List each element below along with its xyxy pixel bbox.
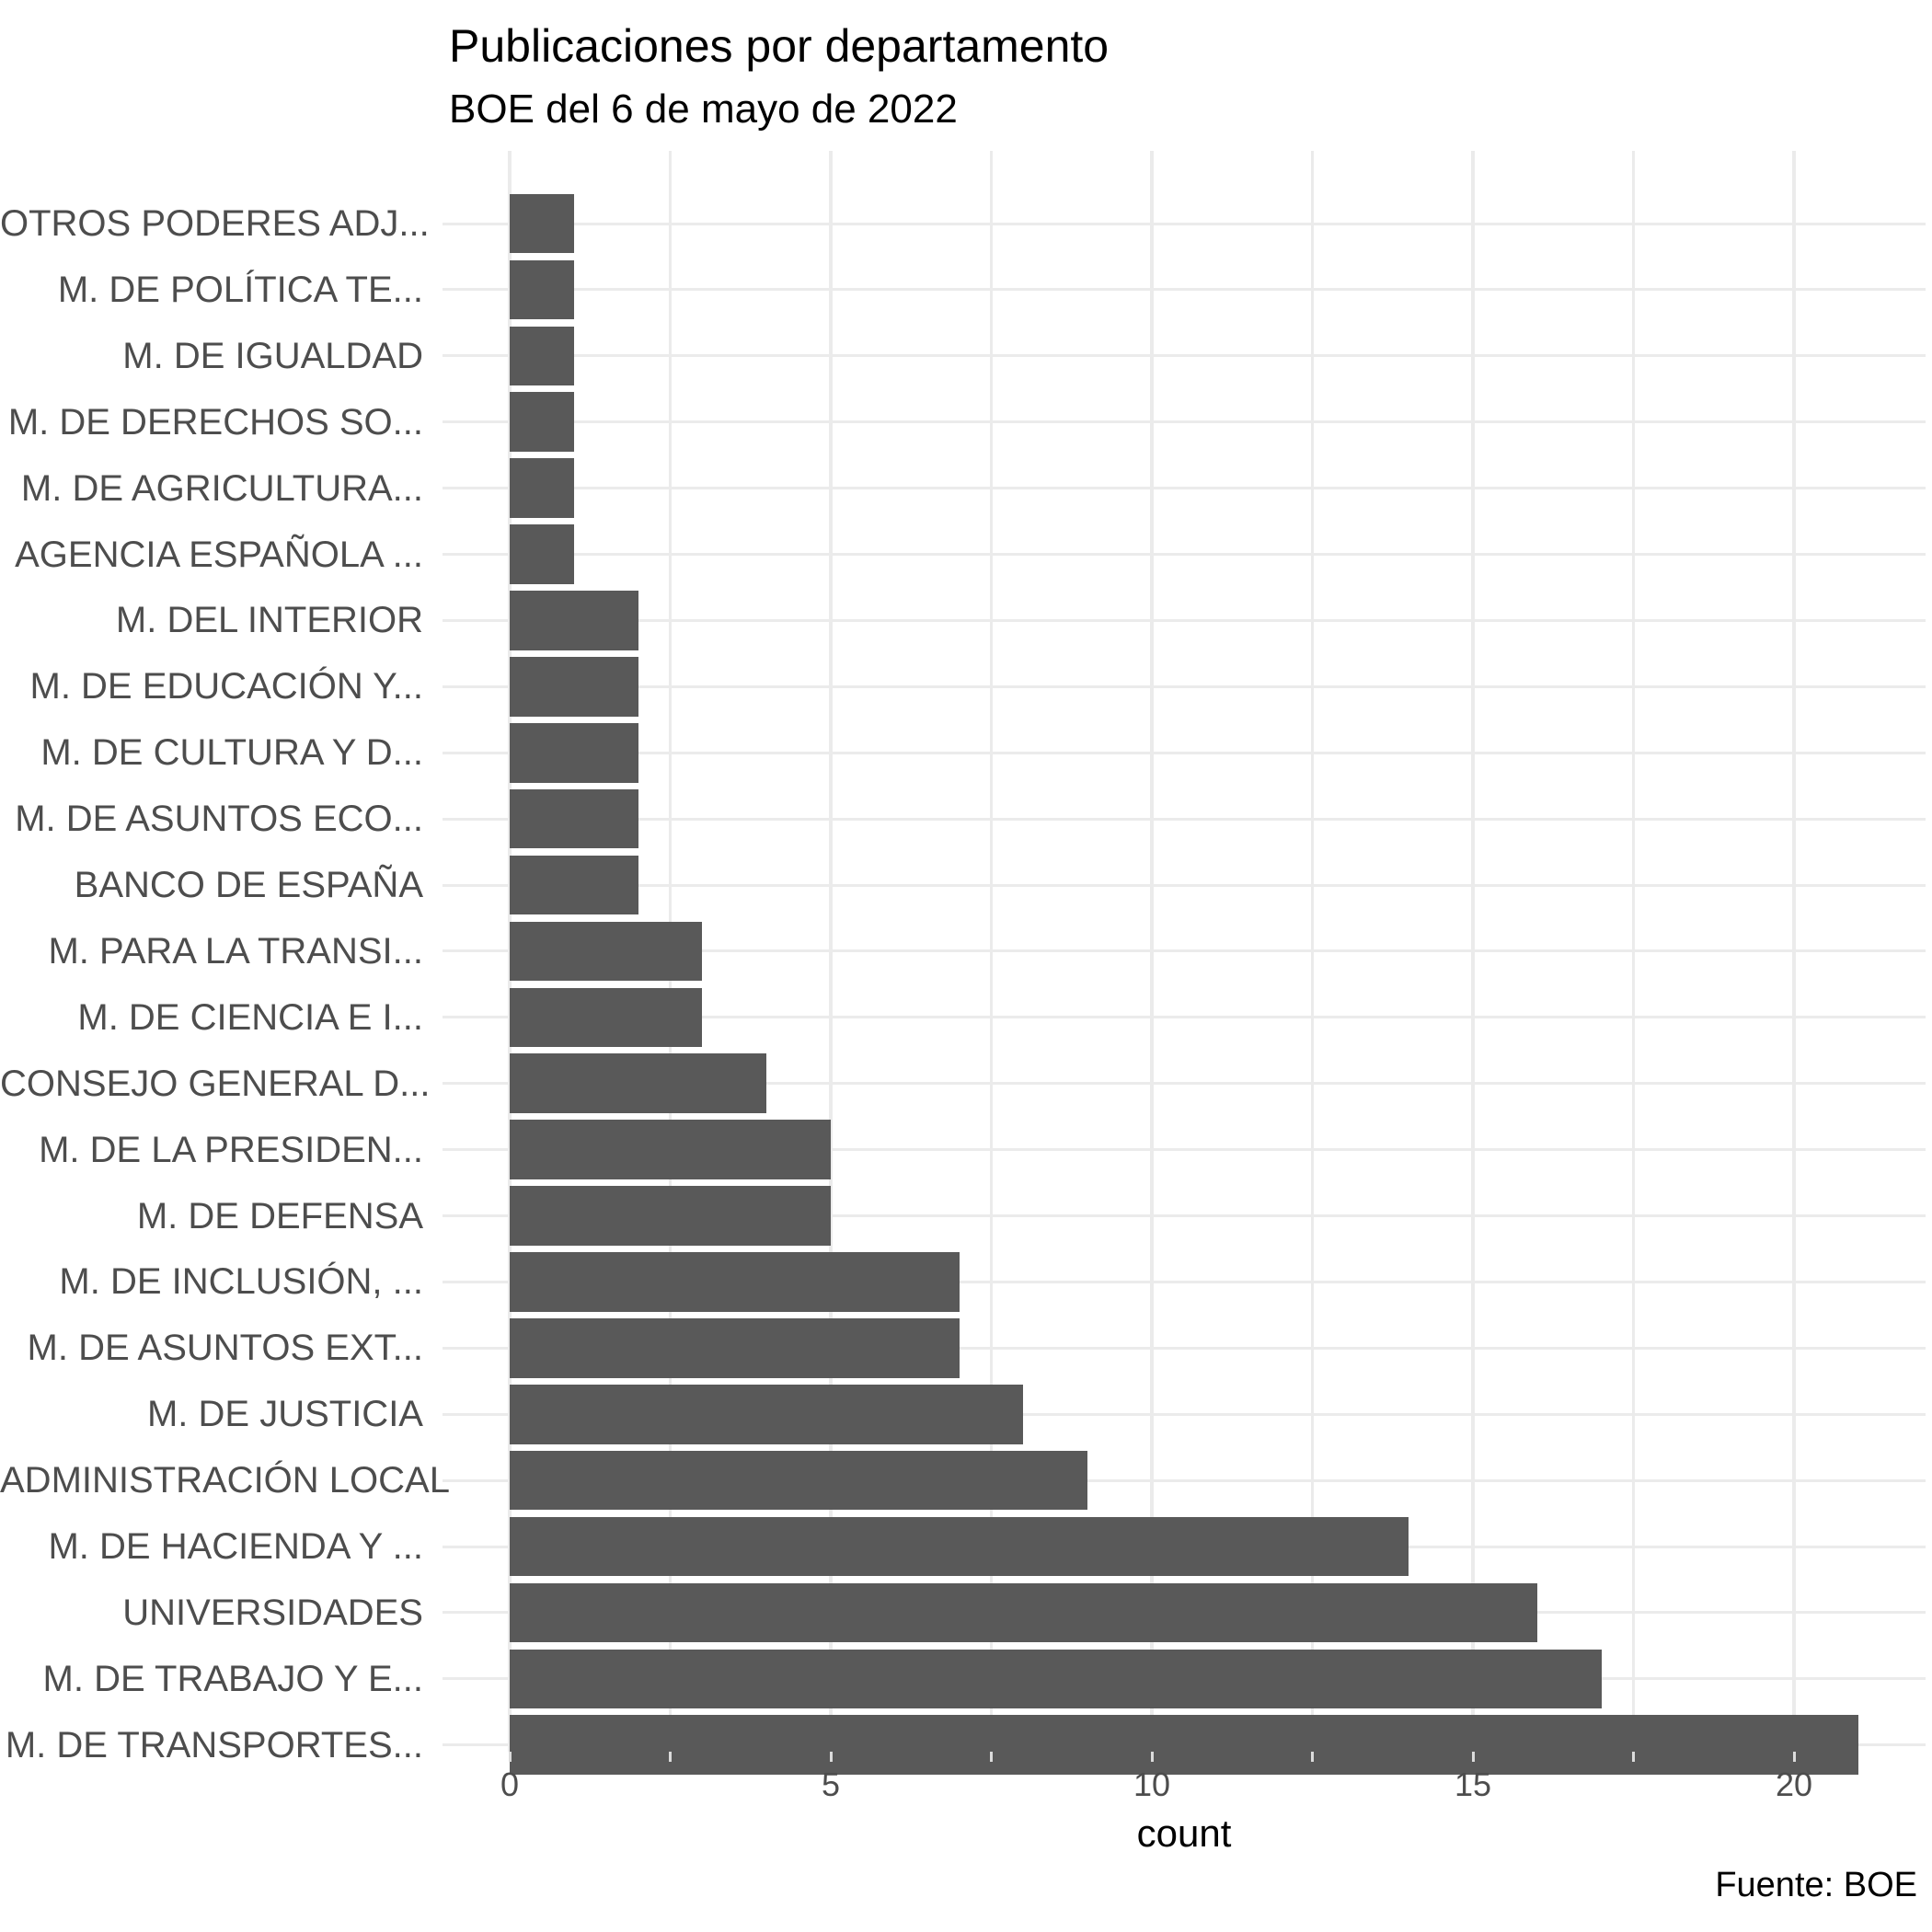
bar bbox=[510, 193, 574, 254]
x-gridline-major bbox=[1150, 151, 1154, 1752]
y-axis-label: M. DE EDUCACIÓN Y... bbox=[29, 666, 424, 707]
y-axis-label: M. DE IGUALDAD bbox=[122, 335, 423, 376]
y-gridline bbox=[443, 1082, 1926, 1086]
y-gridline bbox=[443, 1214, 1926, 1218]
chart-caption: Fuente: BOE bbox=[1715, 1866, 1917, 1904]
y-gridline bbox=[443, 222, 1926, 225]
bar bbox=[510, 591, 638, 650]
x-axis-tick bbox=[1311, 1752, 1314, 1762]
chart-subtitle: BOE del 6 de mayo de 2022 bbox=[449, 86, 958, 132]
y-axis-label: ADMINISTRACIÓN LOCAL bbox=[0, 1460, 450, 1501]
x-gridline-minor bbox=[1632, 151, 1635, 1752]
y-gridline bbox=[443, 1148, 1926, 1152]
bar bbox=[510, 1252, 960, 1312]
y-gridline bbox=[443, 817, 1926, 821]
y-axis-label: M. DE POLÍTICA TE... bbox=[57, 269, 423, 310]
y-axis-label: M. DE CULTURA Y D... bbox=[40, 732, 423, 774]
bar bbox=[510, 1516, 1409, 1577]
y-axis-label: M. DE ASUNTOS EXT... bbox=[27, 1328, 423, 1369]
bar bbox=[510, 1649, 1602, 1709]
x-gridline-major bbox=[829, 151, 833, 1752]
y-gridline bbox=[443, 1412, 1926, 1416]
y-axis-label: OTROS PODERES ADJ... bbox=[0, 203, 430, 245]
bar bbox=[510, 855, 638, 915]
x-axis-title: count bbox=[1136, 1811, 1232, 1855]
y-gridline bbox=[443, 618, 1926, 622]
bar bbox=[510, 1384, 1024, 1444]
y-gridline bbox=[443, 553, 1926, 557]
bar bbox=[510, 657, 638, 717]
x-axis-tick bbox=[1632, 1752, 1635, 1762]
x-gridline-minor bbox=[990, 151, 993, 1752]
bar bbox=[510, 1186, 831, 1246]
y-axis-label: M. DE ASUNTOS ECO... bbox=[15, 799, 423, 840]
y-gridline bbox=[443, 487, 1926, 490]
chart-title: Publicaciones por departamento bbox=[449, 20, 1110, 72]
bar bbox=[510, 921, 703, 982]
x-axis-tick bbox=[829, 1752, 833, 1762]
x-axis-tick-label: 15 bbox=[1454, 1765, 1492, 1803]
bar bbox=[510, 987, 703, 1048]
y-axis-label: M. DE TRABAJO Y E... bbox=[42, 1658, 423, 1699]
y-axis-label: M. DE LA PRESIDEN... bbox=[39, 1129, 423, 1170]
y-gridline bbox=[443, 288, 1926, 292]
y-axis-label: M. PARA LA TRANSI... bbox=[48, 930, 423, 972]
y-gridline bbox=[443, 1478, 1926, 1482]
x-axis-tick bbox=[508, 1752, 512, 1762]
y-gridline bbox=[443, 949, 1926, 953]
plot-panel bbox=[443, 151, 1926, 1776]
bar bbox=[510, 458, 574, 518]
x-axis-tick bbox=[669, 1752, 672, 1762]
bar bbox=[510, 1582, 1537, 1643]
y-gridline bbox=[443, 883, 1926, 887]
y-axis-label: M. DE HACIENDA Y ... bbox=[48, 1526, 423, 1568]
y-gridline bbox=[443, 1016, 1926, 1019]
y-gridline bbox=[443, 1280, 1926, 1283]
x-axis-tick-label: 20 bbox=[1775, 1765, 1813, 1803]
bar bbox=[510, 788, 638, 849]
y-axis-label: AGENCIA ESPAÑOLA ... bbox=[15, 534, 423, 575]
y-gridline bbox=[443, 684, 1926, 688]
x-axis-tick-label: 0 bbox=[500, 1765, 520, 1803]
bar bbox=[510, 259, 574, 320]
bar bbox=[510, 1715, 1858, 1776]
bar bbox=[510, 326, 574, 386]
y-axis-label: M. DE INCLUSIÓN, ... bbox=[59, 1261, 423, 1303]
y-axis-label: M. DE AGRICULTURA... bbox=[20, 467, 423, 509]
y-axis-label: M. DE JUSTICIA bbox=[146, 1394, 423, 1435]
bar bbox=[510, 524, 574, 584]
y-gridline bbox=[443, 420, 1926, 424]
x-axis-tick bbox=[1792, 1752, 1796, 1762]
y-axis-label: M. DE DERECHOS SO... bbox=[7, 401, 423, 443]
bar bbox=[510, 1318, 960, 1378]
y-gridline bbox=[443, 751, 1926, 754]
y-axis-label: BANCO DE ESPAÑA bbox=[74, 865, 423, 906]
x-axis-tick bbox=[1150, 1752, 1154, 1762]
x-axis-tick-label: 10 bbox=[1133, 1765, 1171, 1803]
bar bbox=[510, 392, 574, 453]
bar bbox=[510, 1450, 1088, 1511]
y-axis-label: UNIVERSIDADES bbox=[122, 1592, 423, 1633]
y-gridline bbox=[443, 354, 1926, 358]
x-axis-tick bbox=[1471, 1752, 1475, 1762]
y-axis-label: M. DE TRANSPORTES... bbox=[5, 1724, 423, 1765]
y-axis-label: M. DEL INTERIOR bbox=[115, 600, 423, 641]
y-axis-label: M. DE DEFENSA bbox=[136, 1195, 423, 1236]
x-gridline-major bbox=[1471, 151, 1475, 1752]
y-axis-label: M. DE CIENCIA E I... bbox=[77, 996, 423, 1038]
x-gridline-major bbox=[1792, 151, 1796, 1752]
bar bbox=[510, 722, 638, 783]
x-gridline-minor bbox=[1311, 151, 1314, 1752]
x-axis-tick-label: 5 bbox=[821, 1765, 841, 1803]
x-axis-tick bbox=[990, 1752, 993, 1762]
y-axis-label: CONSEJO GENERAL D... bbox=[0, 1063, 431, 1104]
bar bbox=[510, 1053, 767, 1114]
y-gridline bbox=[443, 1346, 1926, 1350]
bar bbox=[510, 1120, 831, 1179]
